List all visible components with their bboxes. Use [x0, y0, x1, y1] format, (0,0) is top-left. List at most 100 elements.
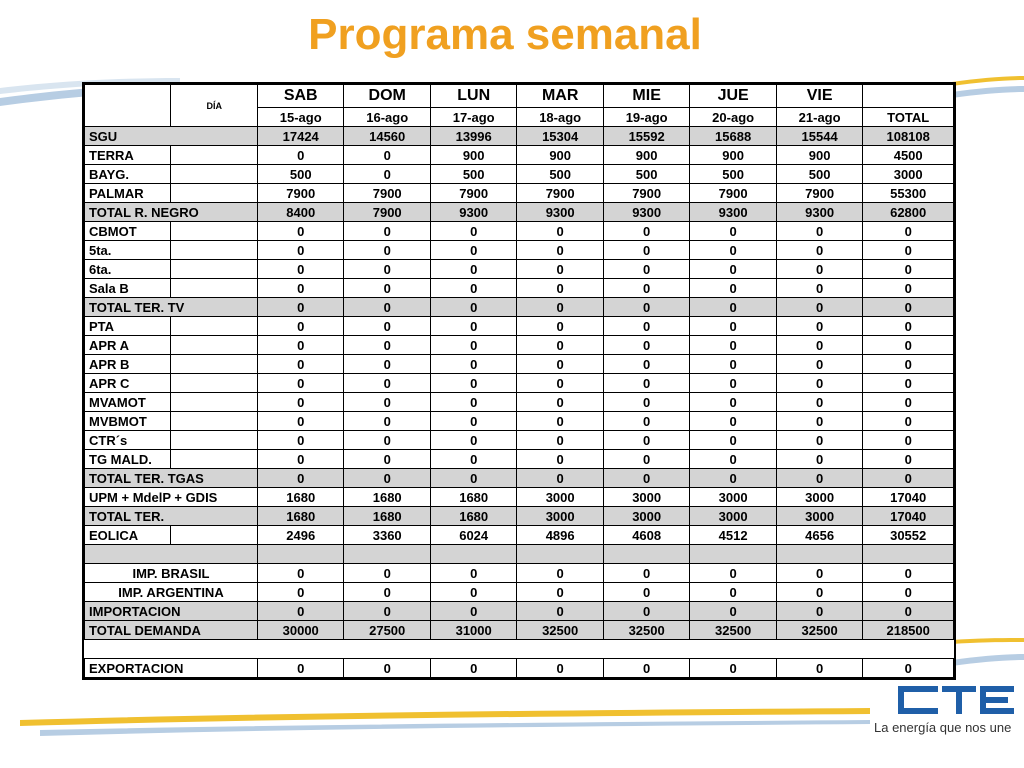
value-cell: 0: [602, 240, 691, 260]
table-row: SGU 17424 14560 13996 15304 15592 15688 15544 10…: [84, 126, 954, 146]
value-cell: 0: [343, 658, 431, 678]
row-label: CTR´s: [83, 430, 172, 450]
value-cell: 0: [256, 297, 345, 317]
value-cell: 0: [689, 259, 777, 279]
total-cell: 4500: [862, 145, 954, 165]
total-cell: 0: [862, 373, 954, 393]
value-cell: 0: [429, 658, 518, 678]
row-label: TOTAL TER.: [84, 506, 258, 526]
value-cell: 0: [689, 658, 777, 678]
value-cell: 1680: [343, 487, 431, 507]
total-cell: 0: [862, 468, 954, 488]
value-cell: 1680: [429, 487, 518, 507]
row-label: SGU: [84, 126, 258, 146]
total-cell: 3000: [862, 164, 954, 184]
value-cell: 0: [256, 259, 345, 279]
value-cell: 900: [429, 145, 518, 165]
row-label: BAYG.: [83, 164, 172, 184]
value-cell: 0: [343, 335, 431, 355]
value-cell: 0: [602, 563, 691, 583]
value-cell: 0: [602, 582, 691, 602]
table-row: CBMOT 0 0 0 0 0 0 0 0: [83, 221, 954, 241]
value-cell: 1680: [429, 506, 518, 526]
row-label: IMP. BRASIL: [84, 563, 258, 583]
value-cell: 0: [775, 430, 864, 450]
value-cell: 0: [775, 373, 864, 393]
value-cell: 7900: [775, 183, 864, 203]
total-cell: 62800: [862, 202, 954, 222]
header-day-date: 21-ago: [775, 107, 864, 127]
value-cell: 0: [343, 240, 431, 260]
row-sub-cell: [170, 145, 258, 165]
table-row: TOTAL TER. 1680 1680 1680 3000 3000 3000 3000 17…: [84, 506, 954, 526]
row-sub-cell: [170, 183, 258, 203]
value-cell: 0: [516, 658, 604, 678]
table-row: TOTAL TER. TGAS 0 0 0 0 0 0 0 0: [84, 468, 954, 488]
value-cell: 0: [775, 563, 864, 583]
spacer-row: [84, 544, 954, 564]
schedule-table-container: DÍA SAB DOM LUN MAR MIE JUE VIE 15-ago 16-ago 17-a…: [82, 82, 956, 680]
row-sub-cell: [170, 335, 258, 355]
value-cell: 0: [602, 335, 691, 355]
value-cell: 15544: [775, 126, 864, 146]
total-cell: 0: [862, 354, 954, 374]
total-cell: 0: [862, 392, 954, 412]
total-cell: 0: [862, 335, 954, 355]
value-cell: 15688: [689, 126, 777, 146]
table-row: 5ta. 0 0 0 0 0 0 0 0: [83, 240, 954, 260]
value-cell: 4896: [516, 525, 604, 545]
value-cell: 0: [689, 335, 777, 355]
table-row: EOLICA 2496 3360 6024 4896 4608 4512 4656 30552: [83, 525, 954, 545]
value-cell: 0: [602, 373, 691, 393]
value-cell: 0: [429, 430, 518, 450]
value-cell: 0: [516, 411, 604, 431]
value-cell: 32500: [689, 620, 777, 640]
value-cell: 0: [256, 563, 345, 583]
value-cell: 0: [343, 468, 431, 488]
header-day-name: DOM: [343, 84, 431, 108]
value-cell: 0: [429, 563, 518, 583]
value-cell: 0: [516, 259, 604, 279]
value-cell: 0: [256, 468, 345, 488]
value-cell: 0: [343, 411, 431, 431]
value-cell: 0: [516, 601, 604, 621]
logo-slogan: La energía que nos une: [874, 720, 1012, 735]
value-cell: 0: [689, 297, 777, 317]
row-label: TOTAL TER. TGAS: [84, 468, 258, 488]
value-cell: 0: [775, 278, 864, 298]
value-cell: 0: [429, 601, 518, 621]
header-row-days: DÍA SAB DOM LUN MAR MIE JUE VIE: [83, 84, 954, 127]
value-cell: 30000: [256, 620, 345, 640]
value-cell: 0: [429, 221, 518, 241]
row-label: TG MALD.: [83, 449, 172, 469]
table-row: IMPORTACION 0 0 0 0 0 0 0 0: [84, 601, 954, 621]
value-cell: 0: [689, 354, 777, 374]
total-cell: 0: [862, 582, 954, 602]
value-cell: 0: [256, 221, 345, 241]
value-cell: 15592: [602, 126, 691, 146]
row-sub-cell: [170, 392, 258, 412]
value-cell: 0: [343, 373, 431, 393]
row-label: UPM + MdelP + GDIS: [84, 487, 258, 507]
total-cell: 0: [862, 430, 954, 450]
value-cell: 0: [689, 563, 777, 583]
value-cell: 0: [343, 221, 431, 241]
value-cell: 0: [429, 373, 518, 393]
value-cell: 7900: [256, 183, 345, 203]
value-cell: 0: [256, 582, 345, 602]
header-day-name: VIE: [775, 84, 864, 108]
value-cell: 0: [602, 411, 691, 431]
total-cell: 0: [862, 240, 954, 260]
header-total-label: TOTAL: [862, 107, 954, 127]
value-cell: 0: [256, 354, 345, 374]
value-cell: 0: [775, 240, 864, 260]
table-row: IMP. BRASIL 0 0 0 0 0 0 0 0: [84, 563, 954, 583]
total-cell: 17040: [862, 506, 954, 526]
value-cell: 0: [689, 392, 777, 412]
value-cell: 0: [602, 354, 691, 374]
value-cell: 0: [516, 335, 604, 355]
spacer-cell: [256, 544, 345, 564]
value-cell: 7900: [689, 183, 777, 203]
